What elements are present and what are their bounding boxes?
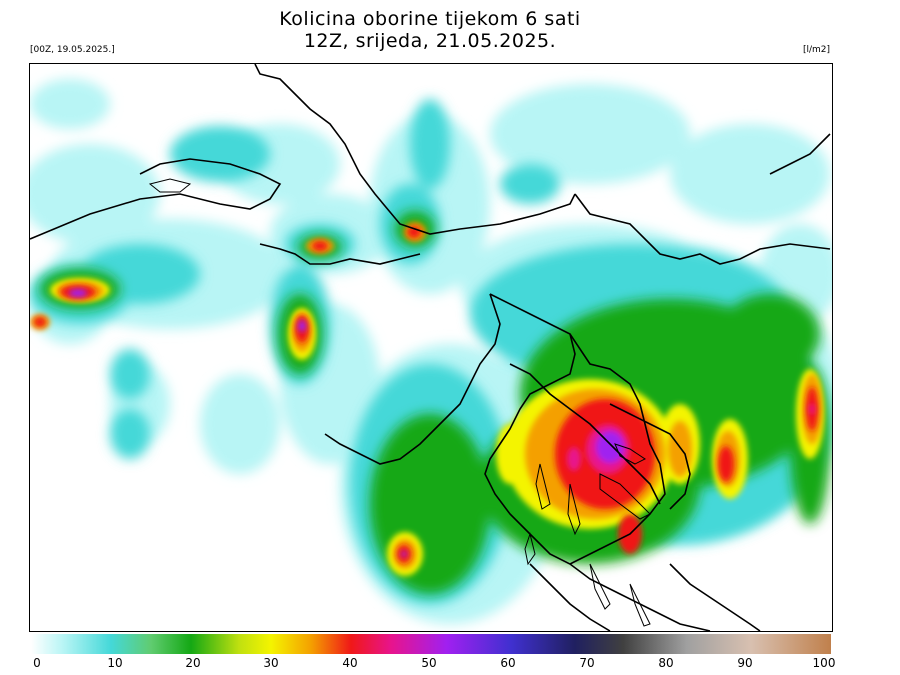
colorbar-tick: 20 (185, 656, 201, 670)
colorbar-tick: 0 (33, 656, 41, 670)
chart-subtitle-date: 12Z, srijeda, 21.05.2025. (303, 30, 557, 52)
colorbar-gradient (31, 634, 831, 654)
coastline-and-borders (30, 64, 831, 631)
colorbar-tick: 10 (107, 656, 123, 670)
islands-outline (148, 178, 651, 627)
precipitation-colorbar (31, 634, 831, 654)
colorbar-tick: 50 (421, 656, 437, 670)
colorbar-tick: 100 (812, 656, 836, 670)
precipitation-field (30, 64, 832, 631)
colorbar-tick: 90 (737, 656, 753, 670)
precip-maximum-cores (69, 289, 815, 557)
colorbar-tick: 40 (342, 656, 358, 670)
model-run-label: [00Z, 19.05.2025.] (30, 45, 115, 55)
colorbar-tick: 80 (658, 656, 674, 670)
colorbar-tick: 70 (579, 656, 595, 670)
precipitation-map (29, 63, 833, 632)
colorbar-tick: 60 (500, 656, 516, 670)
chart-title: Kolicina oborine tijekom 6 sati (279, 8, 581, 30)
unit-label: [l/m2] (802, 45, 830, 55)
colorbar-tick: 30 (263, 656, 279, 670)
